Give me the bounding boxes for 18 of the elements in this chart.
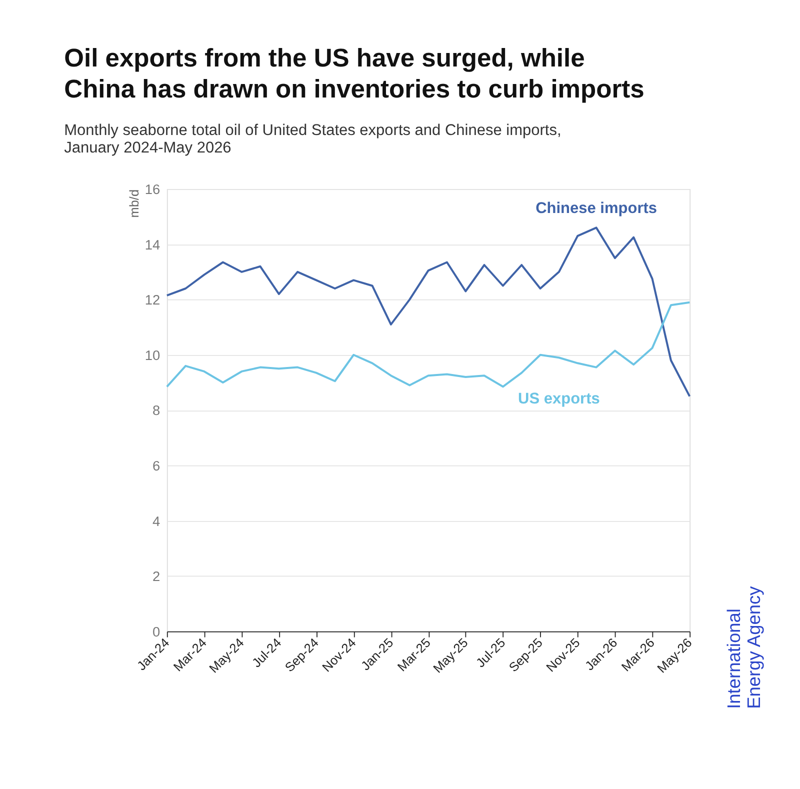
y-tick-label: 0 [152,624,160,640]
y-axis-title: mb/d [126,189,142,218]
y-tick-label: 2 [152,569,160,584]
y-tick-label: 8 [152,403,160,418]
text: Monthly seaborne total oil of United States exports and Chinese imports, [64,122,562,140]
y-tick-label: 4 [152,514,160,529]
text: China has drawn on inventories to curb imports [64,76,644,104]
series-label: Chinese imports [536,200,658,217]
y-tick-label: 12 [144,292,160,308]
line-series [166,301,691,388]
series-label: US exports [518,390,600,408]
text: International Energy Agency [722,585,764,709]
y-tick-label: 6 [152,458,160,474]
y-tick-label: 14 [144,237,160,252]
y-tick-label: 10 [144,348,160,363]
y-tick-label: 16 [144,182,160,197]
text: Oil exports from the US have surged, while [64,44,585,73]
text: January 2024-May 2026 [64,139,232,156]
